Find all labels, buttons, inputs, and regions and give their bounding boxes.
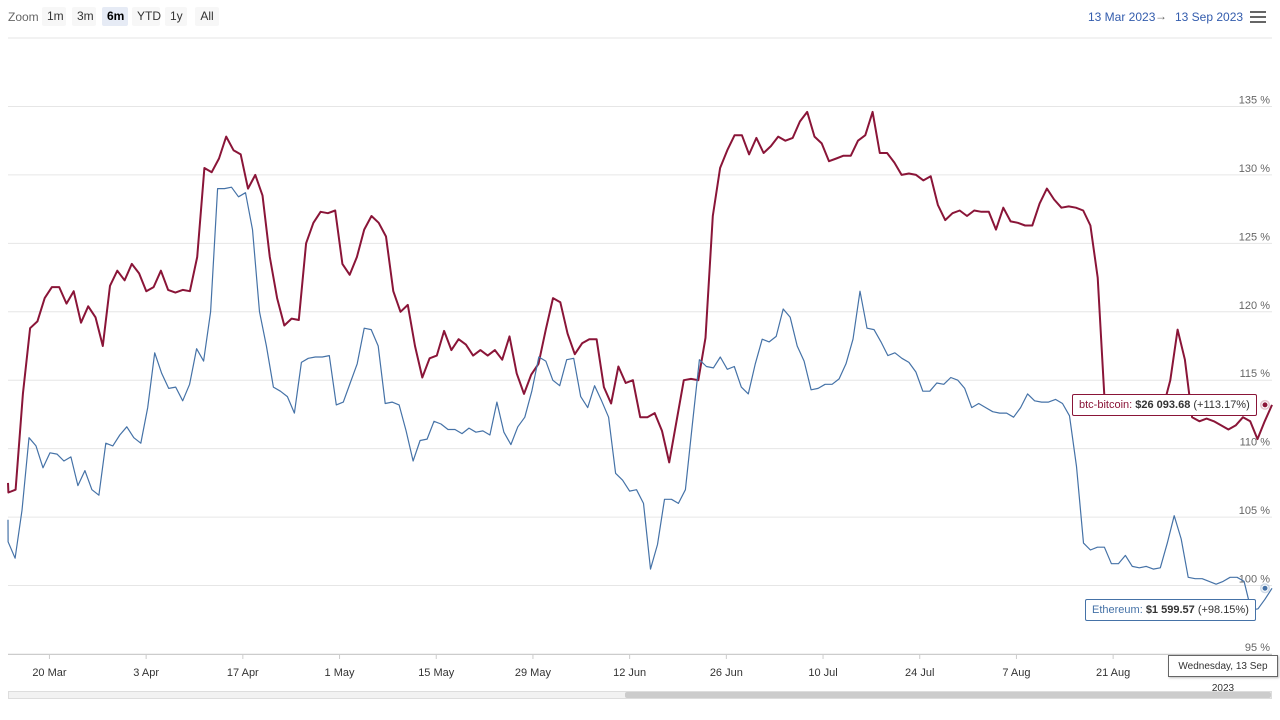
btc-tooltip: btc-bitcoin: $26 093.68 (+113.17%) [1072,394,1257,416]
xtick-label: 1 May [325,667,355,679]
zoom-1m-button[interactable]: 1m [42,7,66,26]
xtick-label: 26 Jun [710,667,743,679]
xtick-label: 21 Aug [1096,667,1130,679]
eth-series-line [7,186,1273,611]
x-axis: 20 Mar 3 Apr 17 Apr 1 May 15 May 29 May 12 Jun… [8,654,1272,679]
zoom-ytd-button[interactable]: YTD [132,7,161,26]
btc-series-line [7,110,1273,494]
range-arrow: → [1155,9,1167,23]
btc-hover-marker [1261,401,1269,409]
range-from-date[interactable]: 13 Mar 2023 [1088,10,1156,24]
ytick-label: 135 % [1239,94,1270,106]
xtick-label: 10 Jul [808,667,837,679]
xtick-label: 3 Apr [133,667,159,679]
zoom-6m-button[interactable]: 6m [102,7,128,26]
ytick-label: 105 % [1239,505,1270,517]
eth-hover-marker [1261,584,1269,592]
zoom-all-button[interactable]: All [195,7,219,26]
ytick-label: 125 % [1239,231,1270,243]
eth-tooltip-value: $1 599.57 [1145,604,1195,616]
ytick-label: 100 % [1239,574,1270,586]
ytick-label: 120 % [1239,300,1270,312]
xtick-label: 12 Jun [613,667,646,679]
grid-lines [8,37,1272,655]
ytick-label: 115 % [1240,368,1271,380]
range-to-date[interactable]: 13 Sep 2023 [1175,10,1244,24]
xtick-label: 20 Mar [32,667,67,679]
btc-tooltip-change: (+113.17%) [1193,399,1250,411]
ytick-label: 130 % [1239,163,1270,175]
range-selector-toolbar: Zoom 1m 3m 6m YTD 1y All 13 Mar 2023 → 1… [0,0,1280,34]
xtick-label: 15 May [418,667,455,679]
eth-tooltip-change: (+98.15%) [1197,604,1249,616]
series-lines [7,110,1273,611]
xtick-label: 17 Apr [227,667,259,679]
y-axis: 95 % 100 % 105 % 110 % 115 % 120 % 125 % 130 % 1… [1239,94,1270,654]
xtick-label: 24 Jul [905,667,934,679]
btc-tooltip-value: $26 093.68 [1135,399,1191,411]
zoom-label: Zoom [8,10,39,24]
xtick-label: 7 Aug [1002,667,1030,679]
btc-tooltip-name: btc-bitcoin: [1079,399,1133,411]
hover-markers [1260,399,1270,594]
zoom-3m-button[interactable]: 3m [72,7,96,26]
zoom-1y-button[interactable]: 1y [165,7,187,26]
ytick-label: 110 % [1240,437,1271,449]
eth-tooltip-name: Ethereum: [1092,604,1143,616]
eth-tooltip: Ethereum: $1 599.57 (+98.15%) [1085,599,1256,621]
xtick-label: 29 May [515,667,552,679]
hamburger-menu-icon[interactable] [1250,11,1266,25]
ytick-label: 95 % [1245,642,1270,654]
scrollbar-thumb[interactable] [625,692,1271,698]
crosshair-date-label: Wednesday, 13 Sep 2023 [1168,655,1278,694]
navigator-scrollbar[interactable] [8,691,1272,699]
